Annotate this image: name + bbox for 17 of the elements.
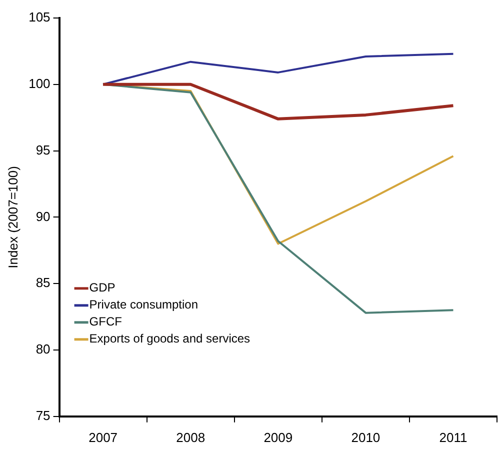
y-tick-label: 100 — [28, 76, 50, 91]
x-tick-label: 2008 — [176, 430, 206, 445]
y-tick-label: 90 — [36, 208, 50, 224]
legend-label: Private consumption — [89, 298, 198, 312]
y-tick-label: 75 — [36, 408, 50, 423]
y-tick-label: 80 — [36, 342, 50, 357]
y-tick-label: 85 — [36, 275, 50, 290]
x-tick-label: 2007 — [88, 430, 118, 445]
y-axis-title: Index (2007=100) — [5, 166, 20, 268]
x-tick-label: 2010 — [351, 430, 380, 445]
legend-label: GFCF — [89, 314, 122, 329]
x-tick-label: 2011 — [439, 430, 468, 445]
x-tick-label: 2009 — [264, 430, 293, 445]
y-tick-label: 95 — [36, 142, 50, 158]
legend-label: GDP — [89, 280, 116, 295]
legend-label: Exports of goods and services — [89, 332, 250, 346]
y-tick-label: 105 — [28, 10, 50, 25]
